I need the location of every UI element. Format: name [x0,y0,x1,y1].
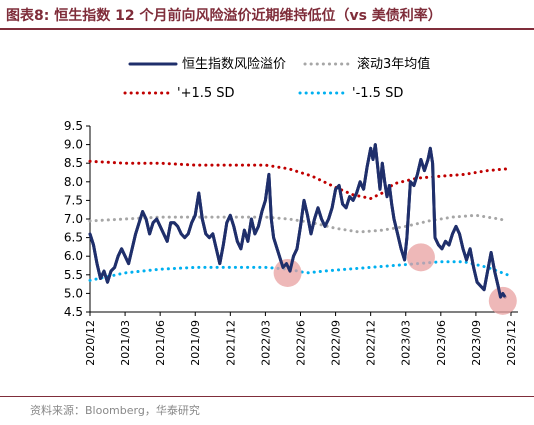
chart: 恒生指数风险溢价 滚动3年均值 '+1.5 SD '-1.5 SD 9.5 9.0 8.5… [64,56,518,366]
y-tick-label: 5.0 [64,286,83,300]
legend-label: 滚动3年均值 [357,56,430,72]
x-tick-label: 2020/12 [84,320,97,366]
x-tick-label: 2021/03 [119,320,132,366]
x-tick-label: 2021/06 [154,320,167,366]
x-tick-label: 2021/09 [189,320,202,366]
legend-label: '+1.5 SD [177,86,235,101]
x-tick-label: 2023/09 [470,320,483,366]
y-tick-label: 7.0 [64,212,83,226]
x-tick-label: 2022/03 [259,320,272,366]
plot-area [88,143,517,315]
y-tick-label: 7.5 [64,193,83,207]
legend: 恒生指数风险溢价 滚动3年均值 '+1.5 SD '-1.5 SD [123,56,430,101]
y-tick-label: 8.5 [64,156,83,170]
x-tick-label: 2022/06 [294,320,307,366]
series-line-main [88,143,507,299]
highlight-marker [273,258,302,287]
y-tick-label: 6.5 [64,231,83,245]
y-tick-label: 6.0 [64,249,83,263]
legend-label: 恒生指数风险溢价 [182,57,286,72]
y-tick-label: 5.5 [64,268,83,282]
series-line [88,213,509,234]
x-tick-label: 2023/03 [400,320,413,366]
series-line [88,159,509,200]
x-tick-label: 2023/12 [505,320,518,366]
source-divider [0,396,534,397]
y-tick-label: 9.0 [64,138,83,152]
x-tick-label: 2022/09 [330,320,343,366]
y-tick-label: 9.5 [64,119,83,133]
x-tick-label: 2023/06 [435,320,448,366]
x-tick-label: 2022/12 [365,320,378,366]
title-divider [0,28,534,30]
legend-label: '-1.5 SD [352,86,403,101]
x-tick-label: 2021/12 [224,320,237,366]
source-note: 资料来源：Bloomberg，华泰研究 [30,404,200,417]
axes: 9.5 9.0 8.5 8.0 7.5 7.0 6.5 6.0 5.5 5.0 4.52020/12… [64,119,518,366]
title-bar: 图表8: 恒生指数 12 个月前向风险溢价近期维持低位（vs 美债利率） [0,0,534,28]
y-tick-label: 8.0 [64,175,83,189]
series-line [88,260,509,282]
highlight-marker [406,243,435,272]
highlight-marker [488,286,517,315]
y-tick-label: 4.5 [64,305,83,319]
chart-title: 图表8: 恒生指数 12 个月前向风险溢价近期维持低位（vs 美债利率） [6,8,442,24]
